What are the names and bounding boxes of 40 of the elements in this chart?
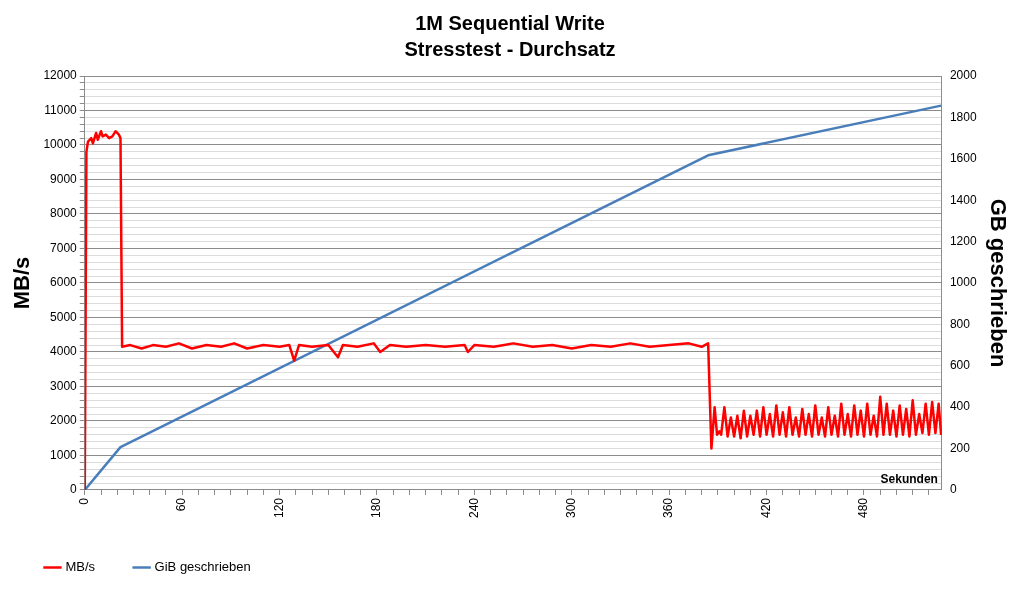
x-tick-label: 420 xyxy=(758,497,773,519)
y2-tick-label: 600 xyxy=(949,358,971,373)
y2-axis-title: GB geschrieben xyxy=(985,198,1011,368)
legend-label: MB/s xyxy=(65,559,96,575)
x-tick-label: 180 xyxy=(369,497,384,519)
y2-tick-label: 1400 xyxy=(949,192,977,207)
y-tick-label: 8000 xyxy=(50,206,78,221)
y-tick-label: 2000 xyxy=(50,413,78,428)
y-tick-label: 4000 xyxy=(50,344,78,359)
x-tick-label: 120 xyxy=(271,497,286,519)
y2-tick-label: 1600 xyxy=(949,151,977,166)
y2-tick-label: 1000 xyxy=(949,275,977,290)
y-tick-label: 10000 xyxy=(43,137,78,152)
y-tick-label: 12000 xyxy=(43,68,78,83)
x-tick-label: 360 xyxy=(661,497,676,519)
chart-subtitle: Stresstest - Durchsatz xyxy=(404,37,616,60)
y-tick-label: 3000 xyxy=(50,378,78,393)
y-tick-label: 7000 xyxy=(50,240,78,255)
y2-tick-label: 1800 xyxy=(949,109,977,124)
y2-tick-label: 200 xyxy=(949,440,971,455)
y-tick-label: 9000 xyxy=(50,171,78,186)
x-tick-label: 60 xyxy=(174,497,189,512)
y2-tick-label: 0 xyxy=(949,482,957,497)
y-tick-label: 5000 xyxy=(50,309,78,324)
y2-tick-label: 800 xyxy=(949,316,971,331)
x-tick-label: 240 xyxy=(466,497,481,519)
y-tick-label: 0 xyxy=(70,482,78,497)
x-tick-label: 300 xyxy=(564,497,579,519)
chart-title: 1M Sequential Write xyxy=(415,11,605,34)
y-axis-title: MB/s xyxy=(9,256,35,310)
y-tick-label: 1000 xyxy=(50,447,78,462)
y2-tick-label: 400 xyxy=(949,399,971,414)
y2-tick-label: 2000 xyxy=(949,68,977,83)
y2-tick-label: 1200 xyxy=(949,233,977,248)
y-tick-label: 6000 xyxy=(50,275,78,290)
y-tick-label: 11000 xyxy=(44,102,78,117)
x-axis-title: Sekunden xyxy=(880,472,938,487)
x-tick-label: 480 xyxy=(856,497,871,519)
x-tick-label: 0 xyxy=(77,497,92,505)
legend-label: GiB geschrieben xyxy=(154,559,251,575)
